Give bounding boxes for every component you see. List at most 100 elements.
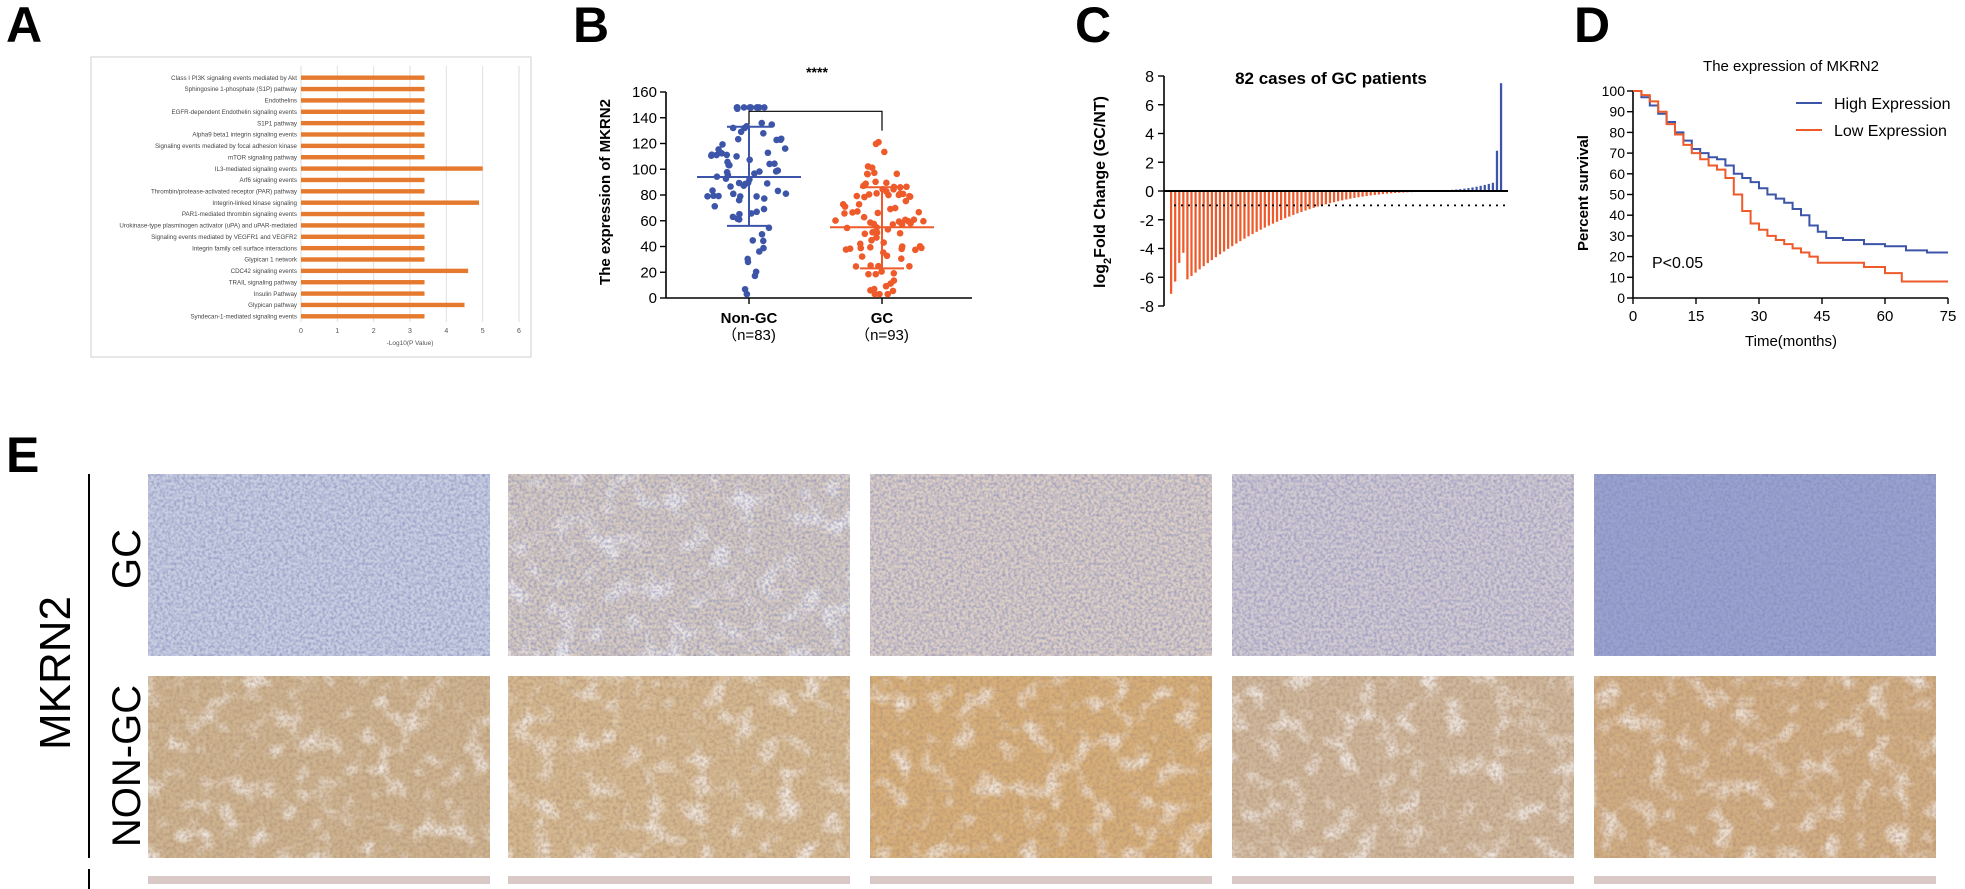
panel-a-bar (301, 143, 425, 149)
panel-b-point (864, 163, 872, 170)
panel-b-significance: **** (806, 64, 828, 80)
ihc-tile-cell-texture (148, 474, 490, 656)
panel-letter-a: A (6, 0, 42, 53)
panel-b-point (774, 187, 782, 195)
panel-c-bar (1467, 188, 1470, 191)
panel-b-point (842, 246, 850, 253)
panel-b-point (872, 140, 880, 148)
ihc-image-tile (1594, 474, 1936, 656)
panel-b-point (885, 191, 892, 199)
panel-b-point (729, 124, 737, 132)
panel-b-point (891, 204, 899, 212)
panel-b-point (858, 253, 866, 260)
panel-a-bar (301, 86, 425, 92)
panel-b-point (849, 209, 856, 216)
panel-e-row-label-non-gc: NON-GC (105, 685, 149, 847)
panel-b-point (889, 287, 897, 295)
panel-b-point (889, 221, 897, 228)
panel-a-bar (301, 234, 425, 239)
panel-c-bar (1227, 191, 1230, 249)
panel-a-category-label: Glypican pathway (248, 302, 298, 309)
panel-a-bar (301, 75, 425, 80)
panel-b-point (876, 290, 883, 298)
ihc-image-tile (508, 676, 850, 858)
panel-b-point (744, 258, 752, 266)
panel-b-point (766, 160, 773, 168)
ihc-tile-cell-texture (1232, 676, 1574, 858)
panel-b-point (749, 237, 757, 244)
panel-a-x-tick: 2 (372, 328, 376, 335)
panel-b-significance-bracket (748, 110, 883, 131)
panel-c-y-tick-label: 0 (1145, 184, 1154, 201)
panel-b-point (755, 248, 763, 255)
ihc-image-tile (148, 474, 490, 656)
panel-b-y-tick-label: 100 (632, 161, 657, 178)
panel-b-point (758, 230, 766, 238)
ihc-image-tile (508, 474, 850, 656)
panel-b-point (704, 192, 711, 200)
panel-b-point (727, 183, 734, 190)
panel-d-x-tick-label: 15 (1688, 308, 1705, 325)
panel-d-legend: High Expression Low Expression (1796, 96, 1951, 140)
panel-b-point (719, 141, 726, 148)
panel-b-point (898, 221, 906, 228)
panel-a-category-label: Signaling events mediated by focal adhes… (155, 143, 298, 150)
panel-letter-b: B (573, 0, 609, 53)
panel-d-y-tick-label: 10 (1609, 269, 1625, 285)
panel-a-category-label: Alpha9 beta1 integrin signaling events (192, 132, 297, 139)
panel-b-group-label-non-gc: Non-GC (721, 310, 778, 327)
panel-b-point (753, 208, 760, 216)
panel-d-survival-chart: 0 10 20 30 40 50 60 70 80 90 100 0 15 30 45 60 75 The ex… (1575, 58, 1956, 350)
panel-a-category-label: Integrin family cell surface interaction… (192, 245, 297, 252)
ihc-image-tile (1232, 676, 1574, 858)
panel-c-bar (1389, 191, 1393, 194)
panel-b-point (752, 268, 760, 276)
panel-b-point (773, 136, 780, 144)
panel-c-bar (1182, 191, 1185, 253)
panel-a-bar (301, 302, 465, 308)
panel-b-point (918, 244, 925, 252)
panel-c-bar (1381, 191, 1385, 195)
panel-b-point (733, 153, 740, 160)
panel-b-point (898, 245, 906, 253)
panel-c-bar (1235, 191, 1238, 244)
panel-b-point (855, 200, 863, 208)
panel-d-y-tick-label: 70 (1609, 145, 1625, 161)
panel-c-bar (1361, 191, 1364, 197)
panel-b-point (872, 270, 880, 278)
panel-b-point (781, 145, 789, 152)
panel-c-bar (1345, 191, 1348, 200)
panel-d-title: The expression of MKRN2 (1703, 58, 1879, 75)
panel-c-y-tick-label: 4 (1145, 127, 1154, 144)
ihc-tile-cell-texture (870, 474, 1212, 656)
ihc-image-tile (1594, 676, 1936, 858)
panel-b-point (873, 190, 880, 197)
panel-c-bar (1231, 191, 1234, 247)
panel-b-point (729, 213, 737, 221)
panel-b-y-tick-label: 60 (640, 213, 657, 230)
panel-c-bar (1377, 191, 1380, 195)
panel-b-point (867, 287, 874, 294)
panel-a-category-label: S1P1 pathway (257, 120, 298, 127)
panel-b-point (901, 216, 909, 224)
panel-a-x-tick: 0 (299, 328, 303, 335)
panel-c-bar (1288, 191, 1291, 217)
panel-a-category-label: IL3-mediated signaling events (215, 166, 297, 173)
panel-a-bar (301, 257, 425, 262)
panel-b-point (868, 236, 875, 244)
panel-d-y-tick-label: 90 (1609, 104, 1625, 120)
panel-b-y-tick-label: 120 (632, 136, 657, 153)
panel-b-y-axis-label: The expression of MKRN2 (597, 99, 614, 285)
panel-a-bar (301, 223, 425, 228)
panel-a-category-label: EGFR-dependent Endothelin signaling even… (171, 109, 297, 116)
panel-b-point (871, 290, 879, 298)
panel-d-x-tick-label: 30 (1751, 308, 1768, 325)
panel-a-bar (301, 109, 425, 114)
panel-b-point (756, 168, 763, 175)
panel-a-category-label: mTOR signaling pathway (228, 154, 298, 161)
panel-b-point (861, 230, 869, 238)
panel-c-bar (1332, 191, 1336, 203)
panel-a-bar (301, 200, 480, 205)
panel-b-point (760, 130, 767, 137)
